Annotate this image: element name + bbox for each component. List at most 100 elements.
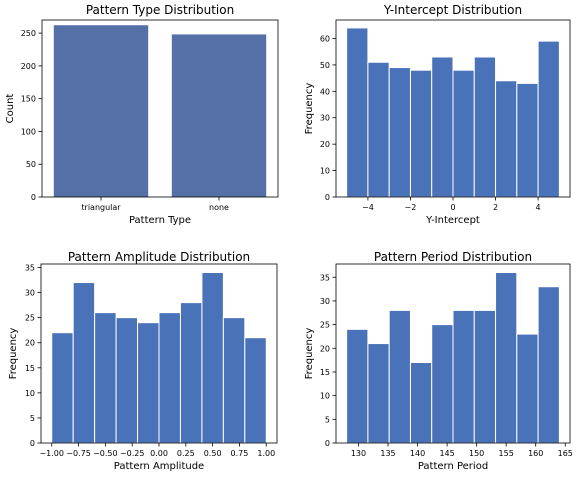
histogram-bar: [409, 69, 433, 198]
y-tick-label: 30: [25, 289, 35, 298]
x-ticks: −1.00 −0.75 −0.50 −0.25 0.00 0.25 0.50 0.75 1.00: [39, 443, 275, 458]
panel-y-intercept: Y-Intercept Distribution −4 −2 0 2 4 0 10 20 30…: [304, 3, 571, 226]
histogram-bar: [346, 27, 369, 198]
x-tick-label: −1.00: [39, 449, 64, 458]
y-tick-label: 20: [320, 140, 330, 149]
y-tick-label: 20: [25, 339, 35, 348]
x-tick-label: 160: [528, 449, 543, 458]
histogram-bar: [516, 82, 539, 198]
y-axis-label: Count: [5, 94, 16, 124]
y-tick-label: 40: [320, 87, 330, 96]
y-tick-label: 200: [21, 62, 36, 71]
y-tick-label: 0: [325, 439, 330, 448]
x-tick-label: 4: [536, 203, 541, 212]
histogram-bar: [388, 309, 411, 444]
x-tick-label: −2: [405, 203, 417, 212]
bar: [53, 25, 149, 197]
histogram-bar: [115, 317, 139, 444]
chart-title: Pattern Period Distribution: [374, 250, 532, 264]
y-tick-label: 50: [26, 160, 36, 169]
y-tick-label: 0: [30, 439, 35, 448]
histogram-bar: [495, 80, 518, 198]
y-tick-label: 20: [320, 344, 330, 353]
x-axis-label: Pattern Type: [129, 215, 191, 226]
x-ticks: −4 −2 0 2 4: [362, 197, 541, 212]
y-ticks: 0 5 10 15 20 25 30 35: [25, 264, 41, 448]
y-tick-label: 50: [320, 61, 330, 70]
histogram-bar: [367, 343, 390, 444]
y-axis-label: Frequency: [304, 83, 315, 135]
histogram-bar: [137, 322, 160, 444]
y-tick-label: 5: [325, 415, 330, 424]
y-tick-label: 150: [21, 95, 36, 104]
histogram-bar: [94, 312, 117, 444]
histogram-bar: [51, 332, 74, 444]
histogram-bar: [244, 337, 267, 444]
panel-pattern-amplitude: Pattern Amplitude Distribution −1.00 −0.7…: [8, 250, 278, 472]
axes-frame: [40, 263, 278, 444]
x-axis-label: Pattern Amplitude: [114, 461, 204, 472]
histogram-bar: [179, 302, 203, 444]
x-tick-label: 145: [439, 449, 454, 458]
y-ticks: 0 50 100 150 200 250: [21, 29, 42, 202]
y-tick-label: 30: [320, 297, 330, 306]
y-tick-label: 30: [320, 114, 330, 123]
histogram-bar: [452, 309, 475, 444]
x-tick-label: −4: [362, 203, 374, 212]
x-axis-label: Pattern Period: [418, 461, 488, 472]
histogram-bar: [158, 312, 181, 444]
y-tick-label: 35: [25, 264, 35, 273]
x-tick-label: 0.75: [231, 449, 249, 458]
y-tick-label: 15: [25, 364, 35, 373]
y-tick-label: 60: [320, 34, 330, 43]
y-tick-label: 15: [320, 368, 330, 377]
histogram-bar: [431, 56, 454, 198]
chart-title: Y-Intercept Distribution: [383, 3, 522, 17]
x-tick-label: 0.25: [177, 449, 195, 458]
x-tick-label: none: [209, 203, 229, 212]
y-ticks: 0 5 10 15 20 25 30 35: [320, 273, 336, 448]
x-tick-label: 1.00: [257, 449, 275, 458]
x-tick-label: 150: [469, 449, 484, 458]
y-tick-label: 0: [31, 193, 36, 202]
histogram-bar: [537, 40, 560, 198]
x-tick-label: −0.25: [120, 449, 145, 458]
y-tick-label: 10: [320, 392, 330, 401]
x-axis-label: Y-Intercept: [425, 215, 480, 226]
x-ticks: 130 135 140 145 150 155 160 165: [351, 443, 573, 458]
x-tick-label: 2: [493, 203, 498, 212]
y-tick-label: 25: [25, 314, 35, 323]
x-ticks: triangular none: [81, 197, 229, 212]
y-ticks: 0 10 20 30 40 50 60: [320, 34, 336, 202]
bars: [51, 272, 267, 444]
x-tick-label: 155: [499, 449, 514, 458]
axes-frame: [41, 19, 279, 198]
chart-title: Pattern Type Distribution: [86, 3, 234, 17]
histogram-bar: [537, 286, 560, 444]
y-tick-label: 100: [21, 127, 36, 136]
histogram-bar: [473, 56, 497, 198]
bar: [171, 34, 267, 197]
x-tick-label: triangular: [81, 203, 121, 212]
y-tick-label: 25: [320, 321, 330, 330]
y-axis-label: Frequency: [304, 328, 315, 380]
x-tick-label: −0.50: [93, 449, 118, 458]
y-tick-label: 250: [21, 29, 36, 38]
axes-frame: [335, 263, 571, 444]
y-tick-label: 35: [320, 273, 330, 282]
histogram-bar: [388, 67, 411, 198]
panel-pattern-type: Pattern Type Distribution triangular none…: [5, 3, 279, 226]
histogram-bar: [222, 317, 246, 444]
bars: [346, 272, 560, 444]
chart-title: Pattern Amplitude Distribution: [68, 250, 250, 264]
bars: [346, 27, 560, 198]
histogram-bar: [201, 272, 224, 444]
histogram-bar: [409, 361, 433, 444]
bars: [53, 25, 267, 197]
x-tick-label: −0.75: [66, 449, 91, 458]
y-tick-label: 5: [30, 414, 35, 423]
histogram-bar: [431, 324, 454, 444]
x-tick-label: 0.00: [150, 449, 168, 458]
x-tick-label: 135: [380, 449, 395, 458]
